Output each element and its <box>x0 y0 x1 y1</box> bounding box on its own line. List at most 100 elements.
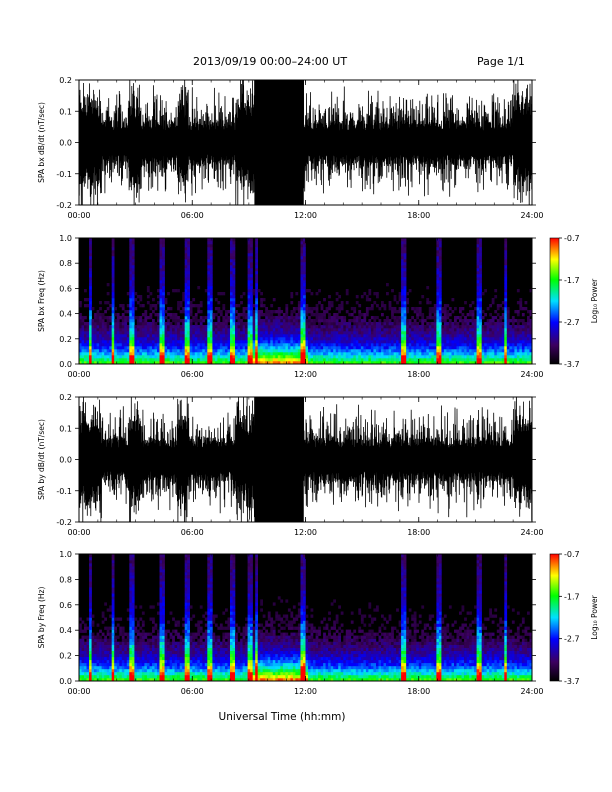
spectrogram-cell <box>328 334 331 338</box>
spectrogram-cell <box>116 313 120 317</box>
spectrogram-cell <box>230 343 233 347</box>
spectrogram-cell <box>340 334 344 338</box>
spectrogram-cell <box>270 337 274 341</box>
spectrogram-cell <box>433 307 437 311</box>
spectrogram-cell <box>99 319 102 323</box>
spectrogram-cell <box>209 319 213 323</box>
spectrogram-cell <box>230 283 233 287</box>
spectrogram-cell <box>516 313 520 317</box>
spectrogram-cell <box>325 346 329 350</box>
spectrogram-cell <box>441 355 445 359</box>
spectrogram-cell <box>136 668 140 673</box>
spectrogram-cell <box>217 307 221 311</box>
spectrogram-cell <box>184 650 188 655</box>
spectrogram-cell <box>504 292 508 296</box>
spectrogram-cell <box>340 343 344 347</box>
spectrogram-cell <box>149 656 153 661</box>
spectrogram-cell <box>245 316 248 320</box>
spectrogram-cell <box>141 334 145 338</box>
spectrogram-cell <box>109 632 112 636</box>
spectrogram-cell <box>506 313 510 317</box>
spectrogram-cell <box>451 325 455 329</box>
spectrogram-cell <box>250 349 253 353</box>
spectrogram-cell <box>174 629 178 633</box>
spectrogram-cell <box>277 349 281 353</box>
spectrogram-cell <box>167 638 170 642</box>
spectrogram-cell <box>232 322 236 326</box>
spectrogram-cell <box>96 343 100 347</box>
spectrogram-cell <box>292 316 296 320</box>
spectrogram-cell <box>325 334 329 338</box>
spectrogram-cell <box>79 316 82 320</box>
spectrogram-cell <box>501 361 505 364</box>
spectrogram-cell <box>157 668 160 673</box>
spectrogram-cell <box>260 340 263 344</box>
spectrogram-cell <box>287 331 291 335</box>
spectrogram-cell <box>521 313 525 317</box>
spectrogram-cell <box>152 325 155 329</box>
spectrogram-cell <box>184 361 188 364</box>
spectrogram-cell <box>124 346 128 350</box>
spectrogram-cell <box>96 650 100 655</box>
spectrogram-cell <box>252 316 256 320</box>
spectrogram-cell <box>305 325 309 329</box>
spectrogram-cell <box>174 659 178 664</box>
spectrogram-cell <box>152 358 155 362</box>
spectrogram-cell <box>413 349 417 353</box>
spectrogram-cell <box>134 659 138 664</box>
spectrogram-cell <box>214 346 218 350</box>
spectrogram-cell <box>408 319 412 323</box>
spectrogram-cell <box>235 340 238 344</box>
spectrogram-cell <box>222 319 226 323</box>
spectrogram-cell <box>338 304 341 308</box>
spectrogram-cell <box>300 313 304 317</box>
spectrogram-cell <box>247 283 251 287</box>
spectrogram-cell <box>459 319 462 323</box>
spectrogram-cell <box>320 328 324 332</box>
spectrogram-cell <box>154 325 158 329</box>
spectrogram-cell <box>212 349 216 353</box>
spectrogram-cell <box>504 268 508 272</box>
spectrogram-cell <box>272 352 276 356</box>
spectrogram-cell <box>285 304 289 308</box>
spectrogram-cell <box>348 337 352 341</box>
spectrogram-cell <box>378 361 382 364</box>
spectrogram-cell <box>232 292 236 296</box>
spectrogram-cell <box>192 331 196 335</box>
spectrogram-cell <box>476 298 480 302</box>
spectrogram-cell <box>177 647 180 651</box>
spectrogram-cell <box>441 307 445 311</box>
spectrogram-cell <box>446 325 450 329</box>
spectrogram-cell <box>431 310 435 314</box>
spectrogram-cell <box>182 334 185 338</box>
spectrogram-cell <box>398 316 402 320</box>
spectrogram-cell <box>129 608 133 612</box>
spectrogram-cell <box>124 653 128 658</box>
spectrogram-cell <box>131 638 135 642</box>
spectrogram-cell <box>146 662 150 667</box>
spectrogram-cell <box>456 340 460 344</box>
spectrogram-cell <box>431 307 435 311</box>
spectrogram-cell <box>428 301 432 305</box>
spectrogram-cell <box>121 662 125 667</box>
spectrogram-cell <box>89 587 92 591</box>
spectrogram-cell <box>242 310 246 314</box>
spectrogram-cell <box>207 256 211 260</box>
spectrogram-cell <box>292 325 296 329</box>
spectrogram-cell <box>162 572 165 576</box>
spectrogram-cell <box>86 340 90 344</box>
spectrogram-cell <box>308 361 311 364</box>
spectrogram-cell <box>172 629 175 633</box>
spectrogram-cell <box>96 331 100 335</box>
spectrogram-cell <box>418 331 422 335</box>
spectrogram-cell <box>255 343 258 347</box>
spectrogram-cell <box>164 298 168 302</box>
spectrogram-cell <box>355 358 359 362</box>
spectrogram-cell <box>106 340 110 344</box>
spectrogram-cell <box>393 358 397 362</box>
spectrogram-cell <box>177 352 180 356</box>
spectrogram-cell <box>524 349 528 353</box>
spectrogram-cell <box>393 310 397 314</box>
spectrogram-cell <box>300 292 304 296</box>
